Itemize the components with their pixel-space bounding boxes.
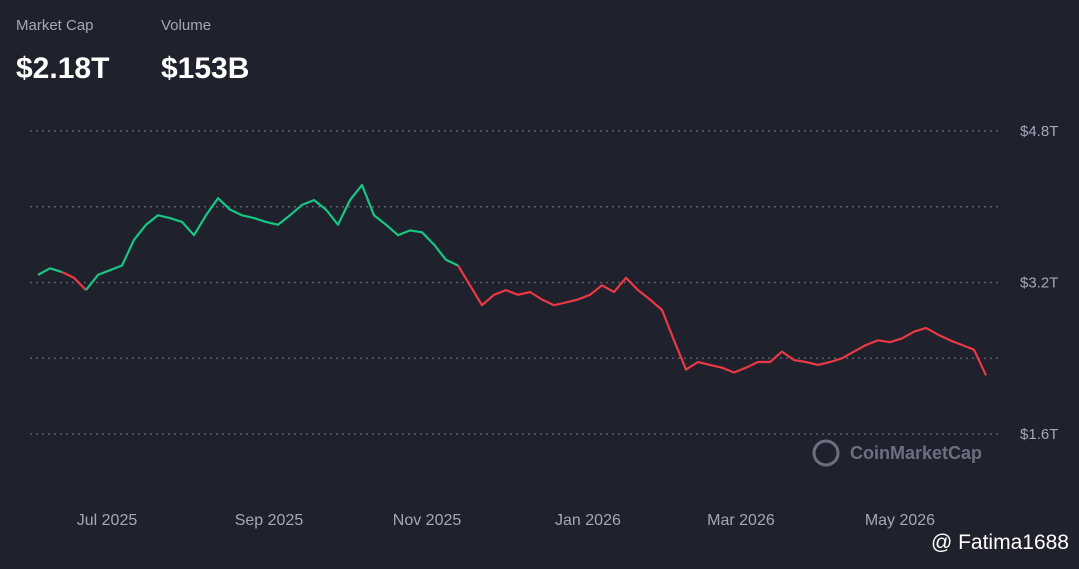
x-tick-label: Nov 2025 [393, 512, 462, 529]
price-line [457, 264, 987, 376]
x-tick-label: May 2026 [865, 512, 935, 529]
x-tick-label: Mar 2026 [707, 512, 775, 529]
y-tick-label: $4.8T [1020, 123, 1058, 140]
x-tick-label: Jul 2025 [77, 512, 138, 529]
footer: @ Fatima1688 [930, 531, 1069, 554]
x-tick-label: Jan 2026 [555, 512, 621, 529]
market-cap-label: Market Cap [16, 17, 94, 34]
x-tick-label: Sep 2025 [235, 512, 304, 529]
volume-value: $153B [161, 52, 250, 85]
price-line [37, 267, 63, 276]
market-cap-value: $2.18T [16, 52, 110, 85]
y-tick-label: $3.2T [1020, 275, 1058, 292]
volume-label: Volume [161, 17, 212, 34]
price-line [85, 183, 459, 291]
price-line [61, 271, 87, 291]
y-tick-label: $1.6T [1020, 426, 1058, 443]
watermark-text: CoinMarketCap [850, 443, 982, 463]
watermark-logo [812, 439, 840, 467]
watermark: CoinMarketCap [812, 439, 982, 467]
